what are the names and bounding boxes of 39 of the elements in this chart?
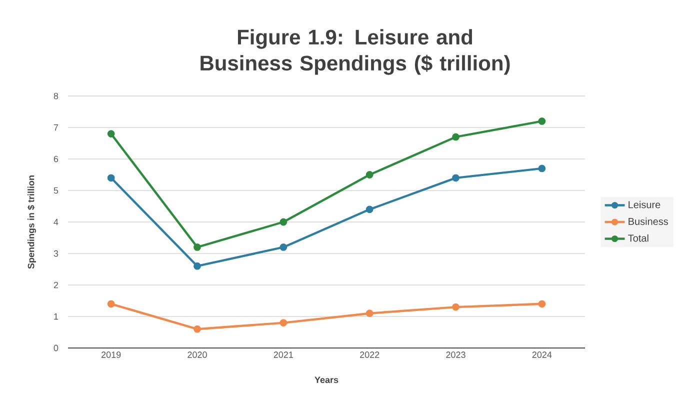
- point: [107, 130, 115, 138]
- point: [366, 171, 374, 178]
- x-tick-label: 2023: [446, 352, 466, 358]
- x-tick-label: 2024: [532, 352, 552, 358]
- y-tick-label: 3: [54, 250, 58, 257]
- point: [194, 262, 201, 270]
- point: [538, 118, 546, 125]
- x-tick-label: 2019: [102, 352, 121, 358]
- point: [366, 206, 374, 214]
- x-tick-label: 2020: [188, 352, 207, 358]
- chart-title: Figure 1.9: Leisure and Business Spendings ($ trillion): [200, 29, 510, 75]
- x-tick-label: 2021: [274, 352, 293, 358]
- y-tick-label: 4: [54, 218, 58, 226]
- legend-label: Total: [628, 234, 648, 242]
- point: [280, 319, 288, 326]
- x-tick-label: 2022: [360, 352, 380, 358]
- legend-label: Leisure: [628, 200, 660, 208]
- point: [280, 218, 288, 226]
- y-tick-label: 0: [54, 344, 58, 352]
- x-axis-title: Years: [314, 376, 338, 384]
- y-tick-label: 7: [54, 124, 58, 131]
- point: [538, 164, 546, 172]
- y-tick-label: 2: [54, 282, 58, 288]
- point: [366, 310, 374, 318]
- point: [107, 174, 115, 182]
- point: [107, 300, 115, 308]
- y-tick-label: 1: [54, 313, 58, 320]
- legend-label: Business: [628, 218, 668, 225]
- y-axis-title: Spendings in $ trillion: [27, 176, 36, 269]
- point: [194, 244, 201, 251]
- y-tick-label: 8: [54, 92, 58, 100]
- point: [452, 174, 460, 182]
- y-tick-label: 5: [54, 187, 58, 194]
- point: [280, 244, 288, 251]
- point: [538, 300, 546, 308]
- y-tick-label: 6: [54, 156, 58, 162]
- point: [452, 133, 460, 141]
- point: [452, 303, 460, 311]
- point: [194, 325, 201, 333]
